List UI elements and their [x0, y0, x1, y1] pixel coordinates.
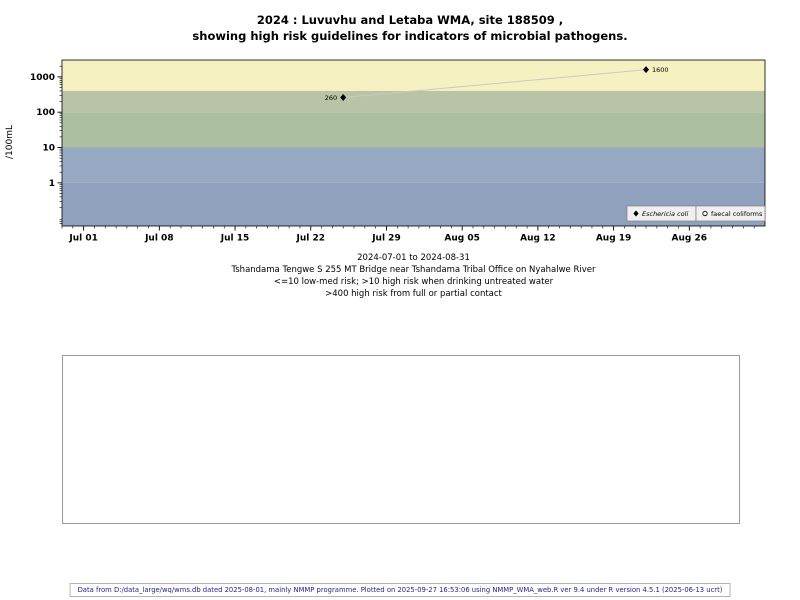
legend-diamond-icon	[633, 210, 639, 217]
chart-title-line1: 2024 : Luvuvhu and Letaba WMA, site 1885…	[256, 13, 564, 27]
y-tick-label: 1	[49, 179, 55, 189]
point-value-label: 1600	[652, 66, 669, 74]
chart-area: Jul 01 Jul 08 Jul 15 Jul 22 Jul 29 Aug 05 Aug …	[0, 50, 800, 265]
x-tick-label: Jul 29	[371, 234, 401, 244]
data-point-diamond	[340, 94, 347, 102]
x-tick-label: Aug 19	[596, 234, 631, 244]
plot-canvas: Jul 01 Jul 08 Jul 15 Jul 22 Jul 29 Aug 05 Aug …	[30, 59, 766, 244]
risk-band	[62, 112, 765, 148]
risk-band	[62, 60, 765, 91]
y-tick-label: 100	[36, 108, 55, 118]
chart-title-line2: showing high risk guidelines for indicat…	[192, 29, 628, 43]
data-line	[343, 69, 647, 99]
risk-band	[62, 147, 765, 183]
legend-label: Eschericia coli	[642, 210, 688, 218]
caption-risk-guideline-contact: >400 high risk from full or partial cont…	[325, 289, 502, 299]
y-tick-label: 10	[42, 144, 55, 154]
point-value-label: 260	[325, 94, 337, 102]
y-tick-label: 1000	[30, 73, 55, 83]
x-tick-label: Jul 08	[144, 234, 174, 244]
x-tick-label: Jul 22	[296, 234, 326, 244]
empty-panel	[62, 355, 740, 524]
legend-label: faecal coliforms	[711, 210, 763, 218]
x-tick-label: Aug 05	[444, 234, 479, 244]
caption-risk-guideline-drinking: <=10 low-med risk; >10 high risk when dr…	[273, 277, 554, 287]
chart-title: 2024 : Luvuvhu and Letaba WMA, site 1885…	[0, 12, 800, 44]
x-tick-label: Jul 01	[68, 234, 98, 244]
data-point-diamond	[643, 66, 650, 74]
risk-band	[62, 90, 765, 113]
x-tick-label: Aug 12	[520, 234, 555, 244]
x-tick-label: Aug 26	[672, 234, 707, 244]
chart-caption: 2024-07-01 to 2024-08-31 Tshandama Tengw…	[62, 252, 765, 300]
plot-border	[61, 59, 766, 227]
legend-circle-icon	[702, 210, 708, 217]
caption-date-range: 2024-07-01 to 2024-08-31	[357, 253, 470, 263]
footer-note: Data from D:/data_large/wq/wms.db dated …	[69, 583, 731, 597]
caption-site-description: Tshandama Tengwe S 255 MT Bridge near Ts…	[231, 265, 596, 275]
legend-box	[695, 205, 766, 222]
x-tick-label: Jul 15	[220, 234, 250, 244]
